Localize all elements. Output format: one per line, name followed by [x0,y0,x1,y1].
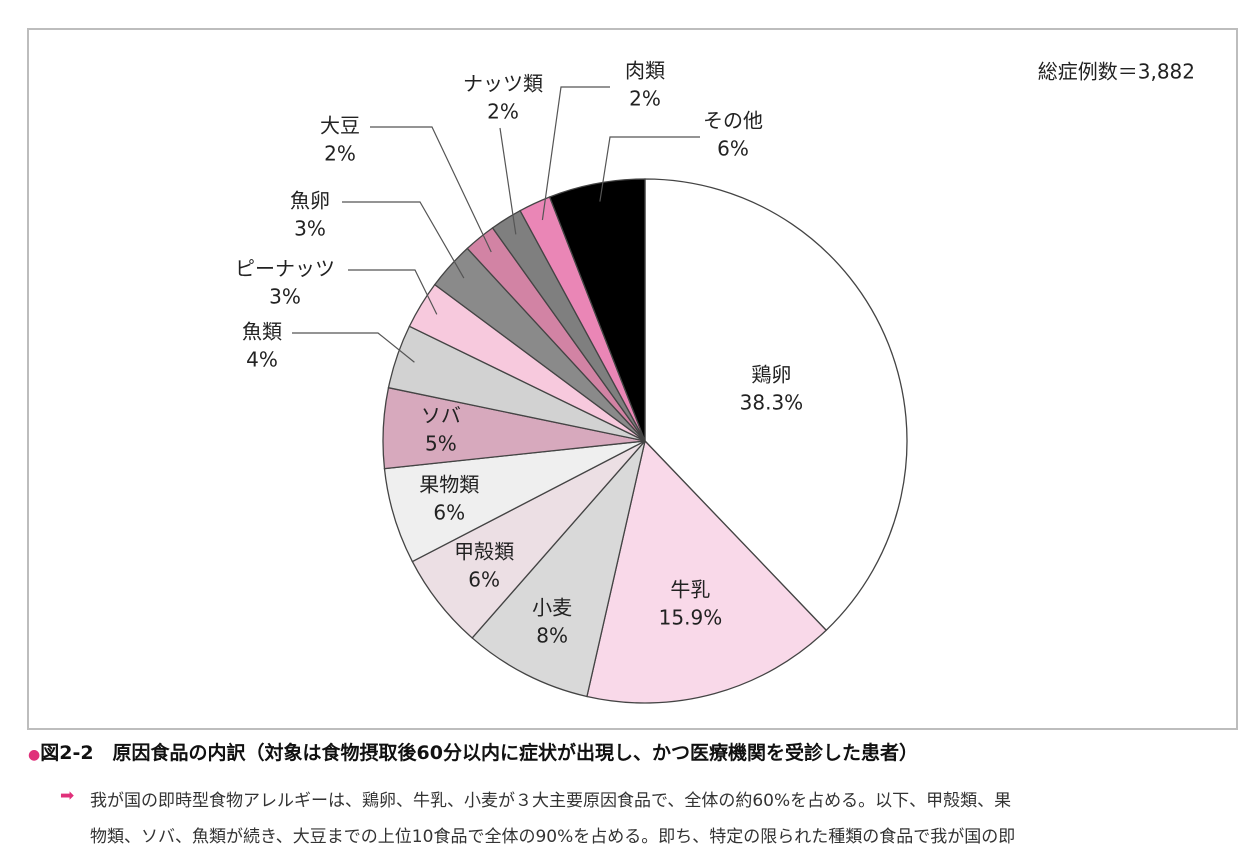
value-label: 38.3% [740,391,804,415]
slice-label: ナッツ類 [463,72,543,96]
leader-line [348,269,438,315]
slice-label: ソバ [421,403,461,427]
value-label: 5% [425,431,457,455]
slice-label: 魚卵 [290,189,330,213]
slice-label: 大豆 [320,114,360,138]
caption-text: 図2-2 原因食品の内訳（対象は食物摂取後60分以内に症状が出現し、かつ医療機関… [40,742,918,764]
slice-label: その他 [703,109,763,133]
pie-slice [471,440,646,698]
value-label: 3% [294,217,326,241]
annotation: 総症例数＝3,882 [1038,60,1195,84]
value-label: 6% [717,137,749,161]
value-label: 2% [324,142,356,166]
slice-label: 肉類 [625,59,665,83]
body-text: 物類、ソバ、魚類が続き、大豆までの上位10食品で全体の90%を占める。即ち、特定… [90,827,1016,847]
value-label: 6% [433,500,465,524]
leader-line [499,127,517,235]
caption: ●図2-2 原因食品の内訳（対象は食物摂取後60分以内に症状が出現し、かつ医療機… [28,742,918,764]
chart: 総症例数＝3,882 鶏卵 38.3% 牛乳 15.9% 小麦 8% 甲殻類 6% 果物類 6% ソ… [235,59,1195,704]
slice-label: 魚類 [242,320,282,344]
leader-line [342,201,465,279]
slice-label: ピーナッツ [235,257,335,281]
pie-slice [644,178,908,632]
pie-slice [586,439,828,704]
value-label: 2% [487,100,519,124]
body-text: 我が国の即時型食物アレルギーは、鶏卵、牛乳、小麦が３大主要原因食品で、全体の約6… [90,791,1012,811]
arrow-icon: ➡ [60,786,75,806]
slice-label: 甲殻類 [454,539,514,563]
value-label: 6% [468,567,500,591]
value-label: 2% [629,87,661,111]
value-label: 4% [246,348,278,372]
slice-label: 小麦 [532,596,572,620]
value-label: 15.9% [659,606,723,630]
leader-line [599,136,700,202]
chart-frame [27,28,1238,730]
slice-label: 鶏卵 [751,363,791,387]
value-label: 8% [536,624,568,648]
slice-label: 果物類 [419,472,479,496]
slice-label: 牛乳 [670,578,710,602]
pie-slice [548,178,646,442]
value-label: 3% [269,285,301,309]
leader-line [292,332,415,363]
leader-line [541,86,610,221]
leader-line [370,126,492,253]
